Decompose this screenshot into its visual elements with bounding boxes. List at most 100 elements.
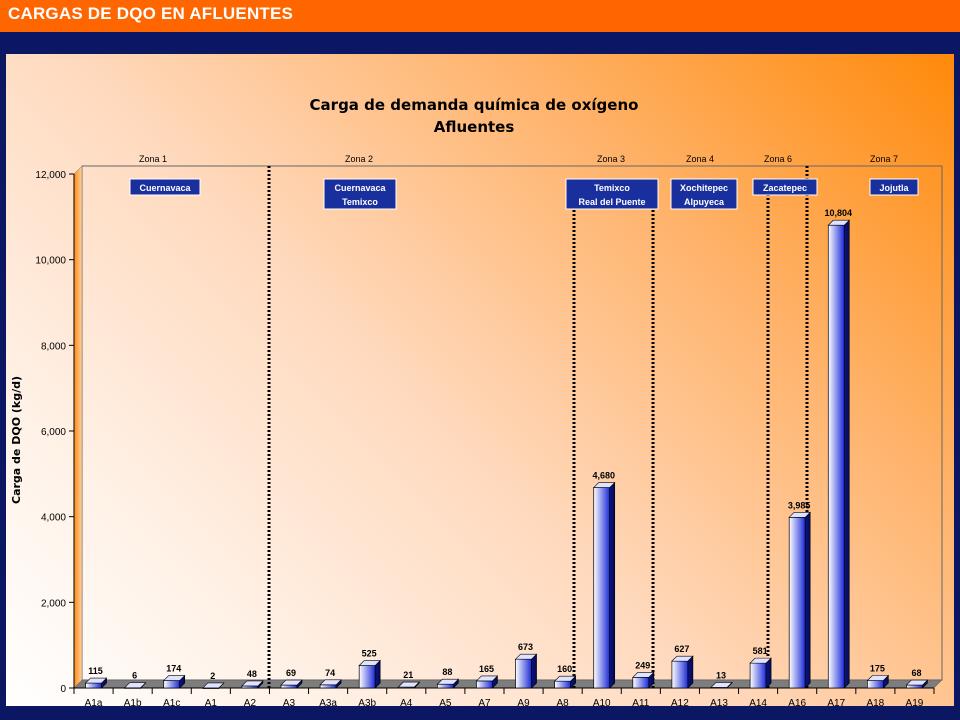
data-label: 4,680 [592,471,615,481]
bar-A14: 581 [749,646,772,689]
data-label: 525 [362,649,377,659]
data-label: 48 [247,669,257,679]
bar-front [319,684,337,689]
x-tick-label: A3 [283,698,296,706]
zone-5: Zona 6 Zacatepec [752,154,818,196]
x-tick-label: A18 [866,698,884,706]
bar-top [593,482,616,488]
chart-panel: Carga de demanda química de oxígeno Aflu… [6,54,954,706]
data-label: 13 [716,670,726,680]
bar-front [358,665,376,689]
y-tick-label: 8,000 [41,341,66,352]
data-label: 174 [166,664,181,674]
x-tick-label: A17 [827,698,845,706]
zone-city-box [752,178,818,196]
bar-top [280,679,303,686]
zone-label: Zona 4 [686,154,714,164]
zone-city-box [129,178,201,196]
bar-side [531,653,537,689]
x-tick-label: A11 [632,698,649,706]
data-label: 165 [479,664,494,674]
data-label: 88 [442,667,452,677]
zone-city-box [565,178,659,210]
data-label: 673 [518,642,533,652]
zone-city-box [869,178,919,196]
bar-top [202,682,225,689]
zone-city-label: Zacatepec [763,183,807,193]
x-tick-label: A14 [749,698,767,706]
data-label: 627 [674,644,689,654]
bar-top [358,660,381,666]
bar-top [319,679,342,686]
zone-4: Zona 4 Xochitepec Alpuyeca [670,154,738,210]
x-tick-label: A13 [710,698,728,706]
y-axis-label: Carga de DQO (kg/d) [10,376,23,504]
zone-city-box [670,178,738,210]
bar-A3b: 525 [358,649,381,689]
x-tick-label: A1c [163,698,180,706]
bar-front [85,682,102,689]
bar-front [476,680,493,689]
bar-front [554,680,571,689]
zone-label: Zona 6 [764,154,792,164]
bar-A11: 249 [632,660,655,689]
x-tick-label: A3a [319,698,337,706]
bar-top [241,680,264,687]
bar-top [710,682,733,688]
x-axis-categories: A1a A1b A1c A1 A2 A3 A3a A3b A4 A5 A7 A9 A8 A10 A11 A12… [73,688,935,706]
bar-A1b: 6 [123,671,147,689]
bar-A4: 21 [397,670,420,689]
bar-A12: 627 [671,644,694,689]
zone-city-box [323,178,397,210]
bar-front [437,683,454,689]
x-tick-label: A3b [358,698,376,706]
y-tick-label: 6,000 [41,427,66,438]
x-tick-label: A19 [906,698,924,706]
data-label: 68 [911,668,921,678]
x-tick-label: A5 [439,698,452,706]
y-tick-label: 2,000 [41,598,66,609]
bar-top [436,678,460,685]
bar-A3a: 74 [319,668,342,689]
zone-1: Zona 1 Cuernavaca [129,154,201,196]
x-tick-label: A12 [671,698,689,706]
data-label: 3,985 [788,500,811,510]
x-tick-label: A8 [557,698,570,706]
chart-subtitle: Afluentes [434,118,515,136]
data-label: 10,804 [825,208,853,218]
bar-front [632,676,650,689]
bar-top [905,679,929,686]
y-tick-label: 4,000 [41,513,66,524]
bar-front [163,680,181,689]
bar-A19: 68 [905,668,929,689]
bar-top [827,219,850,226]
bar-A2: 48 [241,669,264,689]
bar-side [609,481,616,689]
bar-side [843,219,850,689]
zone-city-label: Temixco [594,183,630,193]
bar-top [163,675,186,681]
data-label: 115 [88,666,103,676]
bar-A7: 165 [475,664,499,689]
bar-top [475,675,499,682]
x-tick-label: A1b [124,698,142,706]
y-axis-ticks: 0 2,000 4,000 6,000 8,000 10,000 12,000 [35,170,74,695]
zone-3: Zona 3 Temixco Real del Puente [565,154,659,210]
bar-A9: 673 [514,642,538,689]
x-tick-label: A10 [593,698,611,706]
x-tick-label: A2 [244,698,257,706]
zone-city-label: Cuernavaca [334,183,386,193]
zone-city-label: Xochitepec [680,183,728,193]
zone-6: Zona 7 Jojutla [869,154,919,196]
plot-background [73,165,943,689]
zone-label: Zona 1 [139,154,167,164]
bar-A5: 88 [436,667,460,689]
bar-A16: 3,985 [788,500,811,689]
chart: Carga de demanda química de oxígeno Aflu… [10,96,943,706]
bar-side [804,511,811,689]
bar-A10: 4,680 [592,471,616,689]
data-label: 74 [325,668,335,678]
bar-top [788,512,811,518]
bar-A1c: 174 [163,664,186,689]
